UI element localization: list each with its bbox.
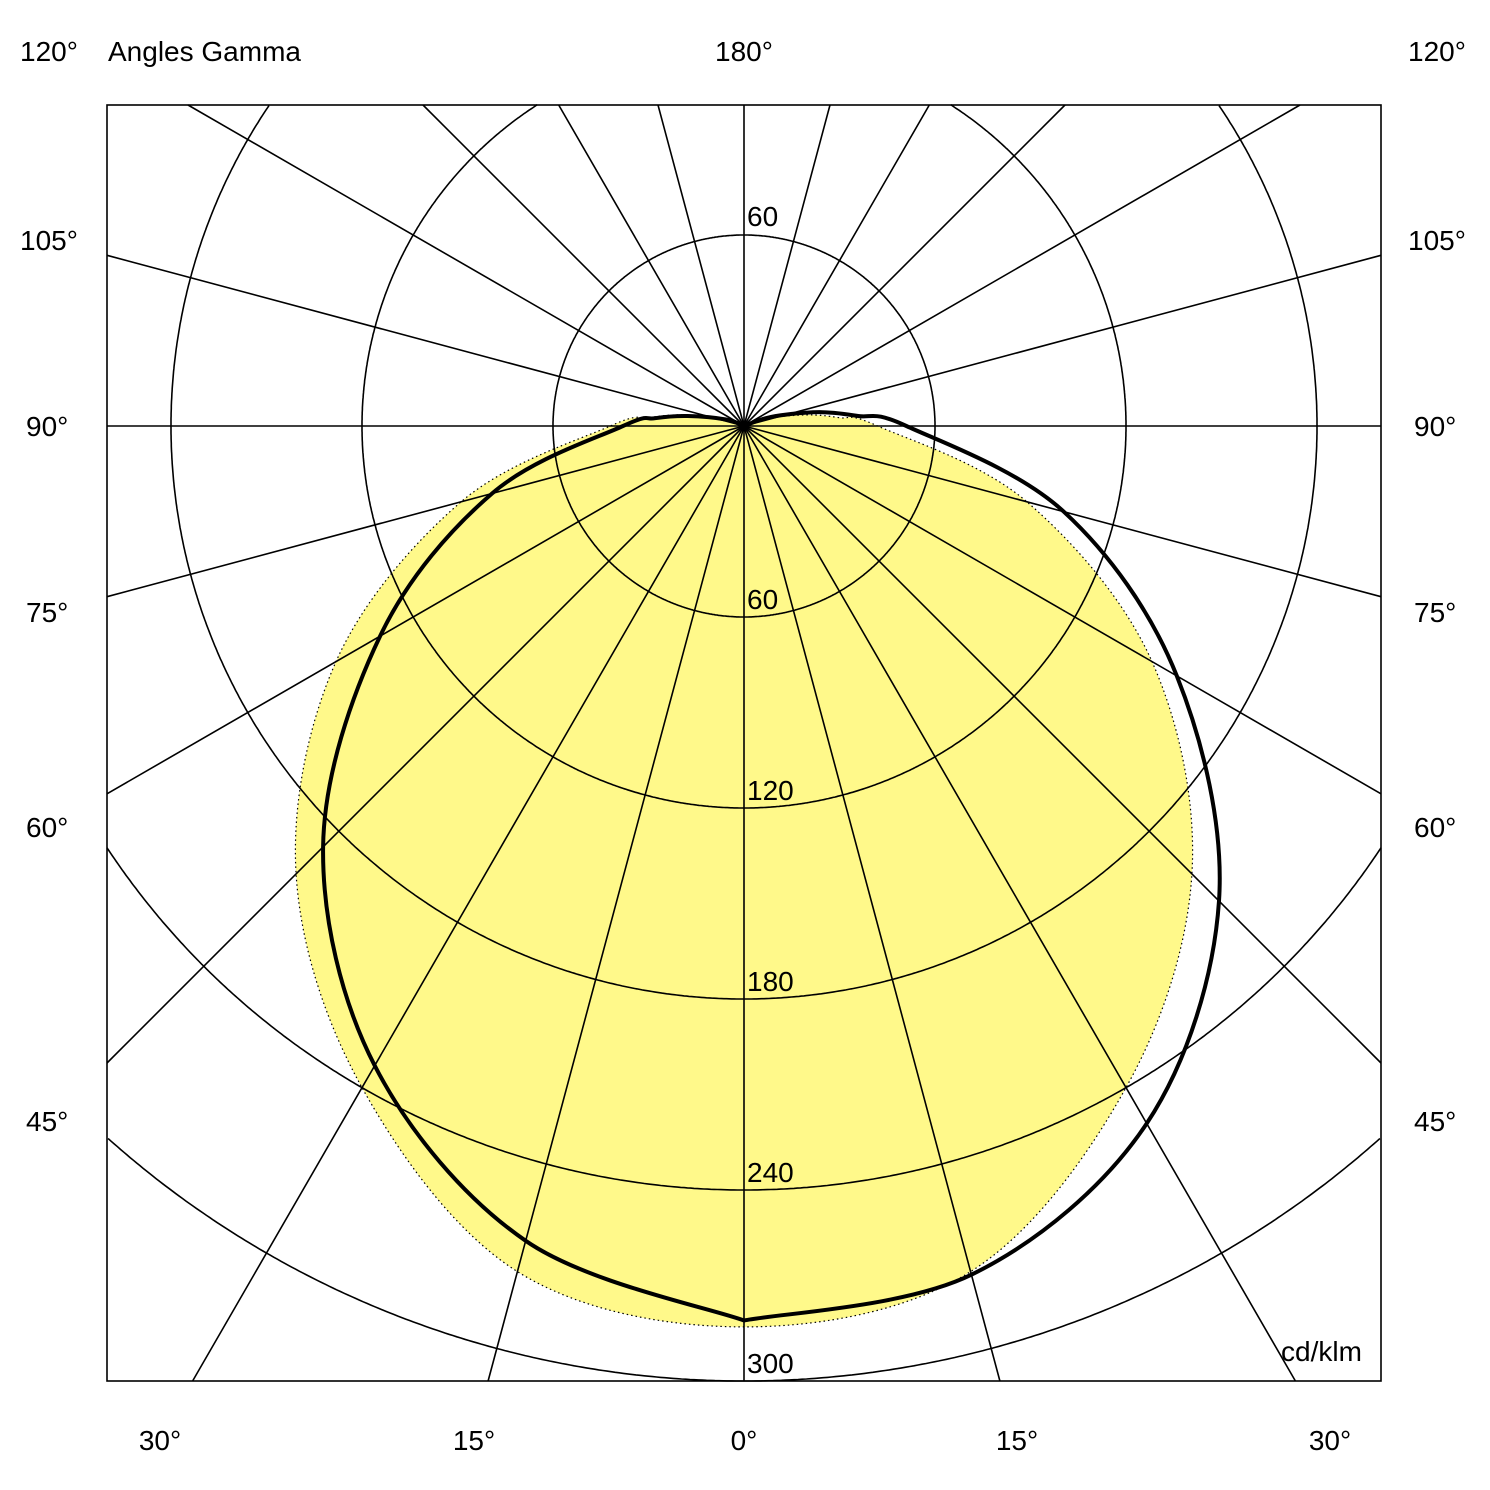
ring-label: 180 xyxy=(747,966,794,997)
radial-grid-line xyxy=(743,254,1382,427)
radial-grid-line xyxy=(187,104,745,427)
angle-label-bottom: 30° xyxy=(1308,1425,1352,1456)
angle-label-bottom: 30° xyxy=(138,1425,182,1456)
radial-grid-line xyxy=(743,425,1297,1382)
polar-grid xyxy=(106,104,1382,1382)
radial-grid-circle xyxy=(106,847,1382,1191)
angle-label-bottom: 15° xyxy=(452,1425,496,1456)
radial-grid-line xyxy=(743,425,1382,1064)
intensity-curve-solid-left xyxy=(321,413,745,1323)
angle-label-right: 60° xyxy=(1414,812,1457,843)
radial-grid-line xyxy=(191,425,745,1382)
radial-grid-line xyxy=(106,425,745,598)
angle-label-left: 105° xyxy=(20,225,78,256)
radial-grid-circle xyxy=(170,105,1318,1000)
plot-frame xyxy=(106,104,1382,1382)
intensity-curve-dotted xyxy=(294,414,1194,1328)
chart-title: Angles Gamma xyxy=(108,36,301,67)
radial-grid-line xyxy=(106,425,745,1064)
angle-label-right: 45° xyxy=(1414,1106,1457,1137)
radial-grid-line xyxy=(106,425,745,795)
unit-label: cd/klm xyxy=(1281,1336,1362,1367)
intensity-curve-solid-right xyxy=(743,410,1222,1323)
radial-grid-line xyxy=(558,104,745,427)
angle-label-left: 60° xyxy=(26,812,69,843)
ring-label: 60 xyxy=(747,584,779,615)
radial-grid-line xyxy=(743,104,1066,427)
ring-label: 120 xyxy=(747,775,794,806)
radial-grid-line xyxy=(743,104,831,427)
radial-grid-line xyxy=(743,425,1382,795)
radial-grid-line xyxy=(422,104,745,427)
angle-label-top-left: 120° xyxy=(20,36,78,67)
angle-label-left: 75° xyxy=(26,597,69,628)
angle-label-right: 75° xyxy=(1414,597,1457,628)
angle-label-right: 90° xyxy=(1414,411,1457,442)
angle-label-top-right: 120° xyxy=(1408,36,1466,67)
angle-label-bottom: 15° xyxy=(995,1425,1039,1456)
ring-label: 240 xyxy=(747,1157,794,1188)
radial-grid-line xyxy=(657,104,745,427)
angle-label-left: 45° xyxy=(26,1106,69,1137)
angle-label-top-center: 180° xyxy=(715,36,773,67)
radial-grid-line xyxy=(743,104,930,427)
radial-grid-line xyxy=(106,254,745,427)
radial-grid-circle xyxy=(552,234,936,618)
angle-label-right: 105° xyxy=(1408,225,1466,256)
angle-label-left: 90° xyxy=(26,411,69,442)
radial-grid-line xyxy=(743,104,1301,427)
radial-grid-line xyxy=(487,425,745,1382)
angle-label-bottom: 0° xyxy=(730,1425,758,1456)
ring-label-upper: 60 xyxy=(747,201,779,232)
radial-grid-line xyxy=(743,425,1001,1382)
radial-grid-circle xyxy=(361,104,1127,809)
ring-label: 300 xyxy=(747,1348,794,1379)
